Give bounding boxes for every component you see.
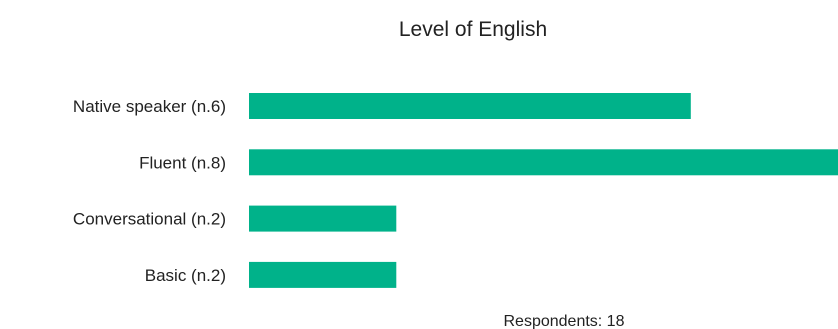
category-label-conversational: Conversational (n.2)	[73, 210, 226, 229]
category-label-fluent: Fluent (n.8)	[139, 153, 226, 172]
bar-conversational	[249, 205, 397, 232]
category-labels: Native speaker (n.6) Fluent (n.8) Conversa…	[73, 97, 226, 285]
bar-fluent	[249, 149, 838, 176]
respondents-footnote: Respondents: 18	[504, 313, 625, 329]
bar-native-speaker	[249, 93, 691, 119]
category-label-native-speaker: Native speaker (n.6)	[73, 97, 226, 116]
chart-title: Level of English	[399, 18, 547, 41]
bar-basic	[249, 261, 397, 288]
category-label-basic: Basic (n.2)	[145, 266, 226, 285]
bars-group	[249, 93, 838, 288]
